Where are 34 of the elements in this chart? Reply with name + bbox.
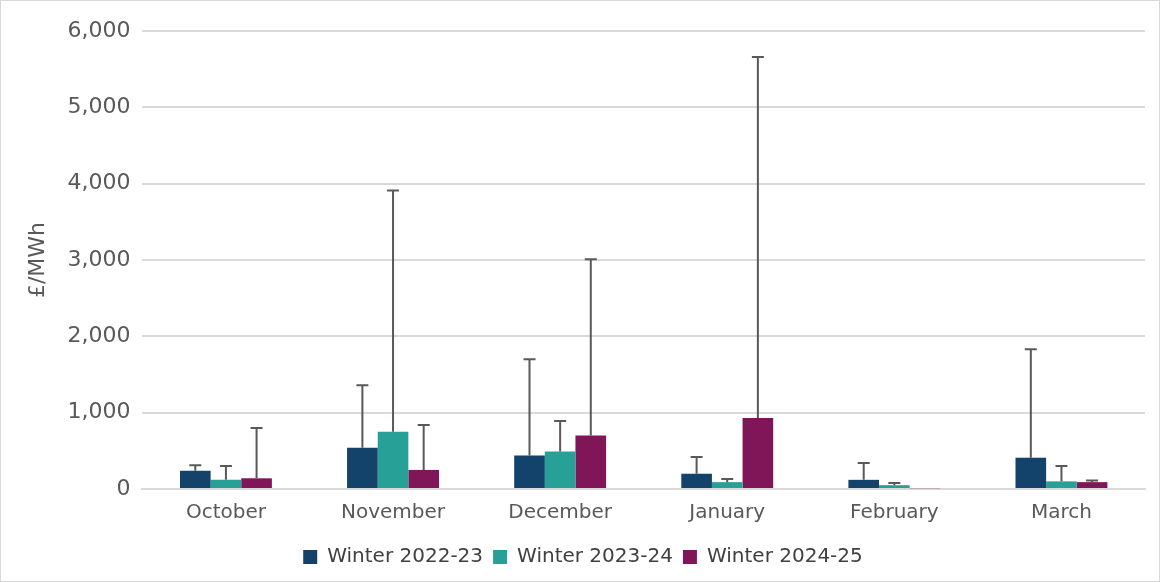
bar: [681, 473, 712, 488]
bar: [879, 485, 910, 488]
x-tick-label: December: [508, 499, 613, 524]
bar: [1046, 481, 1077, 488]
y-tick-label: 0: [116, 474, 131, 500]
y-tick-label: 2,000: [67, 322, 131, 348]
bar: [575, 435, 607, 488]
x-tick-label: February: [850, 499, 939, 524]
bar: [742, 418, 774, 488]
bar: [408, 469, 439, 488]
y-axis-title: £/MWh: [23, 221, 49, 299]
bar: [1076, 482, 1108, 488]
y-tick-label: 5,000: [67, 93, 131, 119]
y-tick-label: 3,000: [67, 245, 131, 271]
legend-label: Winter 2024-25: [706, 543, 863, 568]
bar: [1015, 457, 1047, 488]
bar: [514, 455, 545, 488]
bar: [179, 470, 211, 488]
bar: [711, 482, 743, 488]
bar: [848, 479, 880, 488]
y-tick-label: 6,000: [67, 16, 131, 42]
x-tick-label: January: [687, 499, 766, 524]
legend-label: Winter 2022-23: [327, 543, 484, 568]
y-tick-label: 1,000: [67, 398, 131, 424]
bar: [347, 447, 378, 488]
y-tick-label: 4,000: [67, 169, 131, 195]
x-tick-label: November: [341, 499, 446, 524]
bar: [377, 431, 409, 488]
bar: [241, 478, 272, 488]
bar: [210, 479, 242, 488]
x-tick-label: March: [1030, 499, 1092, 524]
legend-label: Winter 2023-24: [517, 543, 673, 568]
x-tick-label: October: [185, 499, 267, 524]
bar: [544, 451, 576, 488]
